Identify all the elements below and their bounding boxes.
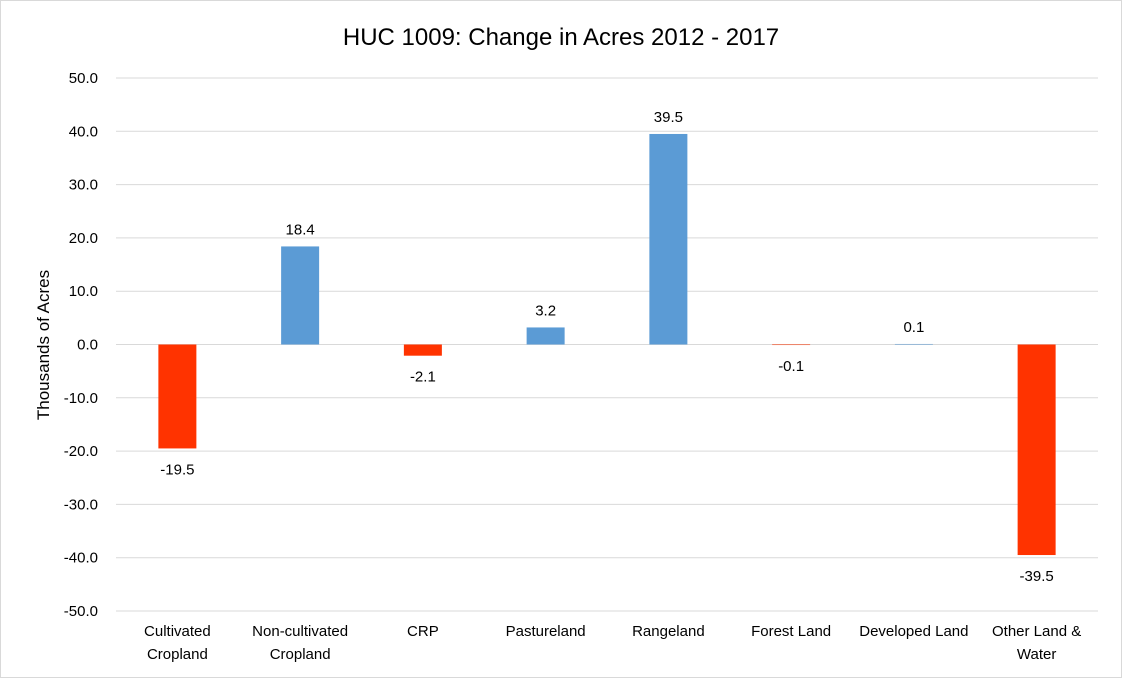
bars [158, 133, 1056, 556]
data-label: -0.1 [778, 358, 804, 375]
y-tick-label: 50.0 [69, 70, 98, 87]
y-tick-label: 10.0 [69, 283, 98, 300]
data-label: 3.2 [535, 302, 556, 319]
category-label: Cultivated Cropland [144, 623, 211, 663]
bar [1017, 344, 1056, 556]
gridlines [116, 77, 1098, 612]
y-axis-ticks: -50.0 -40.0 -30.0 -20.0 -10.0 0.0 10.0 20.0 30.0… [64, 70, 98, 620]
bar [526, 327, 565, 345]
y-tick-label: 20.0 [69, 230, 98, 247]
category-label: Pastureland [506, 623, 586, 640]
y-tick-label: -30.0 [64, 496, 98, 513]
data-labels: -19.5 18.4 -2.1 3.2 39.5 -0.1 0.1 -39.5 [160, 109, 1053, 585]
y-tick-label: 40.0 [69, 123, 98, 140]
chart-title: HUC 1009: Change in Acres 2012 - 2017 [343, 24, 779, 51]
bar [772, 344, 811, 346]
data-label: 39.5 [654, 109, 683, 126]
bar [403, 344, 442, 356]
bar [894, 343, 933, 345]
category-labels: Cultivated Cropland Non-cultivated Cropland… [144, 623, 1081, 663]
bar [281, 246, 320, 345]
y-axis-label: Thousands of Acres [34, 270, 53, 420]
bar [649, 133, 688, 345]
y-tick-label: 0.0 [77, 337, 98, 354]
data-label: -2.1 [410, 369, 436, 386]
category-label: Rangeland [632, 623, 705, 640]
y-tick-label: -40.0 [64, 550, 98, 567]
bar [158, 344, 197, 449]
category-label: Non-cultivated Cropland [252, 623, 348, 663]
category-label: Forest Land [751, 623, 831, 640]
data-label: -39.5 [1020, 568, 1054, 585]
y-tick-label: -50.0 [64, 603, 98, 620]
category-label: CRP [407, 623, 439, 640]
y-tick-label: 30.0 [69, 177, 98, 194]
data-label: -19.5 [160, 461, 194, 478]
category-label: Developed Land [859, 623, 968, 640]
category-label: Other Land & Water [992, 623, 1081, 663]
data-label: 18.4 [286, 221, 315, 238]
y-tick-label: -10.0 [64, 390, 98, 407]
y-tick-label: -20.0 [64, 443, 98, 460]
data-label: 0.1 [903, 319, 924, 336]
